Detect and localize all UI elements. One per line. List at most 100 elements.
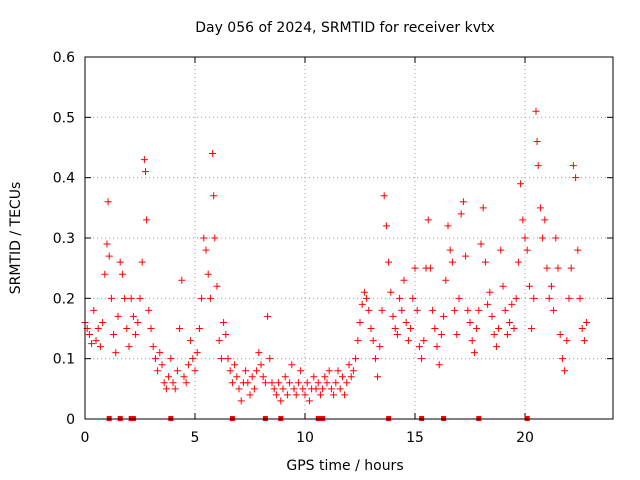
data-point — [444, 222, 452, 230]
data-point — [400, 276, 408, 284]
y-tick-label: 0.6 — [53, 50, 75, 66]
data-point — [105, 252, 113, 260]
data-point — [96, 343, 104, 351]
data-point — [475, 306, 483, 314]
data-point — [374, 373, 382, 381]
data-point — [341, 391, 349, 399]
data-point — [200, 234, 208, 242]
data-point — [264, 312, 272, 320]
data-point — [501, 306, 509, 314]
data-point — [574, 246, 582, 254]
data-points — [81, 107, 591, 421]
data-point — [437, 331, 445, 339]
data-point — [162, 385, 170, 393]
data-point — [147, 325, 155, 332]
data-point — [354, 337, 362, 345]
data-point — [506, 318, 514, 326]
data-point — [231, 361, 239, 369]
data-point — [99, 318, 107, 326]
data-point — [343, 379, 351, 387]
data-point — [191, 367, 199, 375]
data-point — [250, 385, 258, 393]
grid-lines — [85, 57, 613, 419]
data-point — [268, 379, 276, 387]
data-point — [367, 325, 375, 332]
data-point — [206, 294, 214, 302]
data-point — [521, 234, 529, 242]
data-point — [94, 325, 102, 332]
data-point — [407, 325, 415, 332]
data-point — [92, 337, 100, 345]
data-point — [142, 168, 149, 176]
data-point — [369, 337, 377, 345]
data-point — [312, 385, 320, 393]
data-point — [503, 331, 511, 339]
y-tick-label: 0.2 — [53, 291, 75, 307]
data-point — [473, 325, 481, 332]
data-point — [534, 162, 542, 170]
data-point — [547, 282, 555, 290]
data-point — [90, 306, 98, 314]
data-point — [519, 216, 527, 224]
data-point — [85, 331, 93, 339]
y-tick-label: 0.4 — [53, 171, 75, 187]
data-point — [402, 318, 410, 326]
data-point — [517, 180, 525, 188]
data-point — [259, 373, 267, 381]
data-point — [488, 312, 496, 320]
data-point — [424, 216, 432, 224]
data-point — [433, 343, 441, 351]
data-point — [283, 391, 291, 399]
data-point — [446, 246, 454, 254]
data-point — [107, 294, 115, 302]
data-point — [380, 192, 388, 200]
data-point — [323, 379, 331, 387]
data-point — [338, 373, 346, 381]
data-point — [88, 340, 96, 348]
data-point — [477, 240, 485, 248]
data-point — [561, 367, 569, 375]
data-point — [365, 306, 373, 314]
x-tick-label: 10 — [296, 430, 314, 446]
data-point — [371, 355, 379, 363]
data-point — [143, 216, 151, 224]
data-point — [464, 306, 472, 314]
data-point — [112, 349, 120, 357]
data-point — [429, 306, 437, 314]
data-point — [167, 355, 175, 363]
data-point — [385, 258, 393, 266]
data-point — [580, 337, 588, 345]
y-axis-label: SRMTID / TECUs — [8, 182, 24, 295]
data-point — [539, 234, 547, 242]
data-point — [426, 264, 434, 272]
data-point — [101, 270, 109, 278]
data-point — [301, 391, 309, 399]
data-point — [409, 294, 417, 302]
data-point — [138, 258, 146, 266]
data-point — [121, 294, 129, 302]
data-point — [299, 385, 307, 393]
data-point — [233, 373, 241, 381]
y-axis-ticks: 0 0.1 0.2 0.3 0.4 0.5 0.6 — [53, 50, 613, 428]
data-point — [481, 258, 489, 266]
data-point — [396, 294, 404, 302]
x-tick-label: 0 — [81, 430, 90, 446]
data-point — [462, 252, 470, 260]
data-point — [279, 385, 287, 393]
data-point — [572, 174, 580, 182]
data-point — [345, 361, 353, 369]
data-point — [363, 294, 371, 302]
data-point — [244, 379, 252, 387]
data-point — [420, 337, 428, 345]
data-point — [286, 379, 294, 387]
data-point — [257, 361, 265, 369]
data-point — [104, 198, 112, 206]
data-point — [448, 258, 456, 266]
x-tick-label: 15 — [406, 430, 424, 446]
data-point — [497, 246, 505, 254]
data-point — [510, 325, 518, 332]
data-point — [123, 325, 131, 332]
data-point — [261, 379, 269, 387]
data-point — [398, 306, 406, 314]
data-point — [484, 300, 492, 308]
